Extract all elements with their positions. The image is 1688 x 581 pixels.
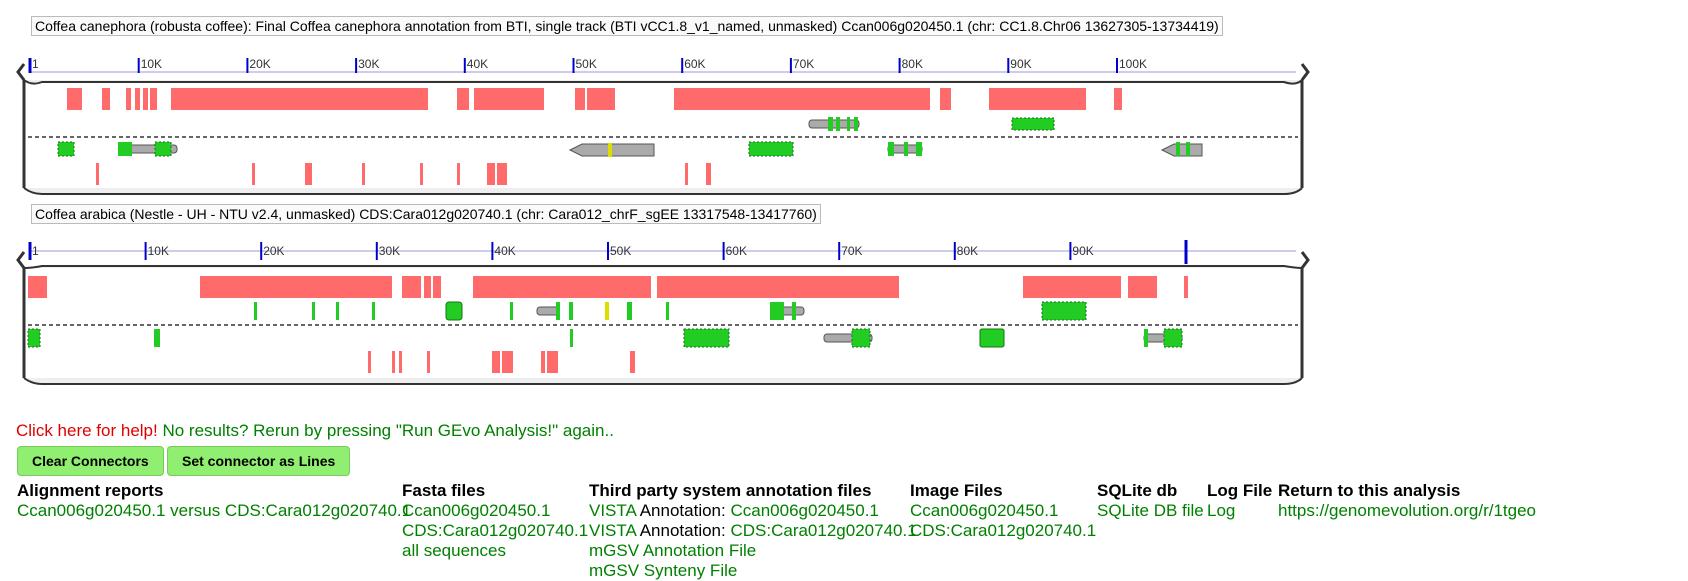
vista-label-1[interactable]: VISTA xyxy=(589,501,636,520)
panel-1-genes-top xyxy=(808,117,1055,131)
set-connector-lines-button[interactable]: Set connector as Lines xyxy=(167,446,351,476)
ruler-tick-label: 40K xyxy=(494,244,515,258)
return-section: Return to this analysis https://genomevo… xyxy=(1278,481,1536,521)
clear-connectors-button[interactable]: Clear Connectors xyxy=(17,446,164,476)
third-party-title: Third party system annotation files xyxy=(589,481,872,500)
vista-label-2[interactable]: VISTA xyxy=(589,521,636,540)
panel-1-genes-bottom xyxy=(57,141,1203,157)
ruler-tick-label: 60K xyxy=(684,58,705,71)
ruler-tick-label: 80K xyxy=(902,58,923,71)
ruler-tick-label: 20K xyxy=(263,244,284,258)
sqlite-title: SQLite db xyxy=(1097,481,1178,500)
log-link[interactable]: Log xyxy=(1207,501,1236,520)
sqlite-db-link[interactable]: SQLite DB file xyxy=(1097,501,1204,520)
image-files-section: Image Files Ccan006g020450.1 CDS:Cara012… xyxy=(910,481,1096,541)
return-title: Return to this analysis xyxy=(1278,481,1461,500)
fasta-files-title: Fasta files xyxy=(402,481,486,500)
image-files-title: Image Files xyxy=(910,481,1003,500)
panel-2-genes-bottom xyxy=(27,328,1183,348)
fasta-link-1[interactable]: Ccan006g020450.1 xyxy=(402,501,551,520)
ruler-tick-label: 100K xyxy=(1119,58,1147,71)
mgsv-synteny-link[interactable]: mGSV Synteny File xyxy=(589,561,738,580)
ruler-tick-label: 60K xyxy=(726,244,747,258)
panel-2-genes-top xyxy=(254,301,1087,321)
ruler-tick-label: 30K xyxy=(358,58,379,71)
panel-1-frame xyxy=(22,79,1304,195)
panel-2-track[interactable]: 1 10K 20K 30K 40K 50K 60K 70K 80K 90K xyxy=(14,238,1314,388)
help-link[interactable]: Click here for help! xyxy=(16,421,158,440)
image-link-1[interactable]: Ccan006g020450.1 xyxy=(910,501,1059,520)
third-party-section: Third party system annotation files VIST… xyxy=(589,481,917,581)
panel-1-track[interactable]: 1 10K 20K 30K 40K 50K 60K 70K 80K 90K 100K xyxy=(14,58,1314,200)
ruler-tick-label: 90K xyxy=(1010,58,1031,71)
ruler-tick-label: 70K xyxy=(841,244,862,258)
ruler-tick-label: 50K xyxy=(576,58,597,71)
alignment-report-link[interactable]: Ccan006g020450.1 versus CDS:Cara012g0207… xyxy=(17,501,412,520)
panel-2-hsp-bottom xyxy=(368,351,635,373)
ruler-tick-label: 10K xyxy=(148,244,169,258)
vista-file-link-1[interactable]: Ccan006g020450.1 xyxy=(730,501,879,520)
fasta-link-2[interactable]: CDS:Cara012g020740.1 xyxy=(402,521,589,540)
alignment-reports-title: Alignment reports xyxy=(17,481,164,500)
ruler-tick-label: 70K xyxy=(793,58,814,71)
ruler-tick-label: 1 xyxy=(32,58,39,71)
ruler-tick-label: 1 xyxy=(32,244,39,258)
ruler-tick-label: 90K xyxy=(1072,244,1093,258)
fasta-files-section: Fasta files Ccan006g020450.1 CDS:Cara012… xyxy=(402,481,588,561)
sqlite-section: SQLite db SQLite DB file xyxy=(1097,481,1204,521)
vista-row-2: VISTA Annotation: CDS:Cara012g020740.1 xyxy=(589,521,917,541)
ruler-tick-label: 80K xyxy=(957,244,978,258)
alignment-reports-section: Alignment reports Ccan006g020450.1 versu… xyxy=(17,481,411,521)
return-link[interactable]: https://genomevolution.org/r/1tgeo xyxy=(1278,501,1536,520)
vista-annotation-text-2: Annotation: xyxy=(635,521,731,540)
ruler-tick-label: 40K xyxy=(467,58,488,71)
fasta-link-all[interactable]: all sequences xyxy=(402,541,506,560)
log-file-title: Log File xyxy=(1207,481,1273,500)
image-link-2[interactable]: CDS:Cara012g020740.1 xyxy=(910,521,1097,540)
panel-1-caption: Coffea canephora (robusta coffee): Final… xyxy=(31,16,1223,36)
vista-file-link-2[interactable]: CDS:Cara012g020740.1 xyxy=(730,521,917,540)
ruler-tick-label: 50K xyxy=(610,244,631,258)
status-message: Click here for help! No results? Rerun b… xyxy=(16,421,614,441)
panel-2-caption: Coffea arabica (Nestle - UH - NTU v2.4, … xyxy=(31,204,821,224)
vista-annotation-text-1: Annotation: xyxy=(635,501,731,520)
ruler-tick-label: 10K xyxy=(141,58,162,71)
panel-1-hsp-bottom xyxy=(96,163,711,185)
mgsv-annotation-link[interactable]: mGSV Annotation File xyxy=(589,541,757,560)
ruler-tick-label: 20K xyxy=(249,58,270,71)
vista-row-1: VISTA Annotation: Ccan006g020450.1 xyxy=(589,501,917,521)
panel-1-hsp-top xyxy=(67,88,1122,110)
panel-2-frame xyxy=(22,265,1304,385)
no-results-text: No results? Rerun by pressing "Run GEvo … xyxy=(157,421,614,440)
panel-1-ruler: 1 10K 20K 30K 40K 50K 60K 70K 80K 90K 100K xyxy=(16,58,1310,81)
ruler-tick-label: 30K xyxy=(379,244,400,258)
panel-2-ruler: 1 10K 20K 30K 40K 50K 60K 70K 80K 90K xyxy=(16,240,1310,269)
log-file-section: Log File Log xyxy=(1207,481,1272,521)
panel-2-hsp-top xyxy=(28,276,1188,298)
